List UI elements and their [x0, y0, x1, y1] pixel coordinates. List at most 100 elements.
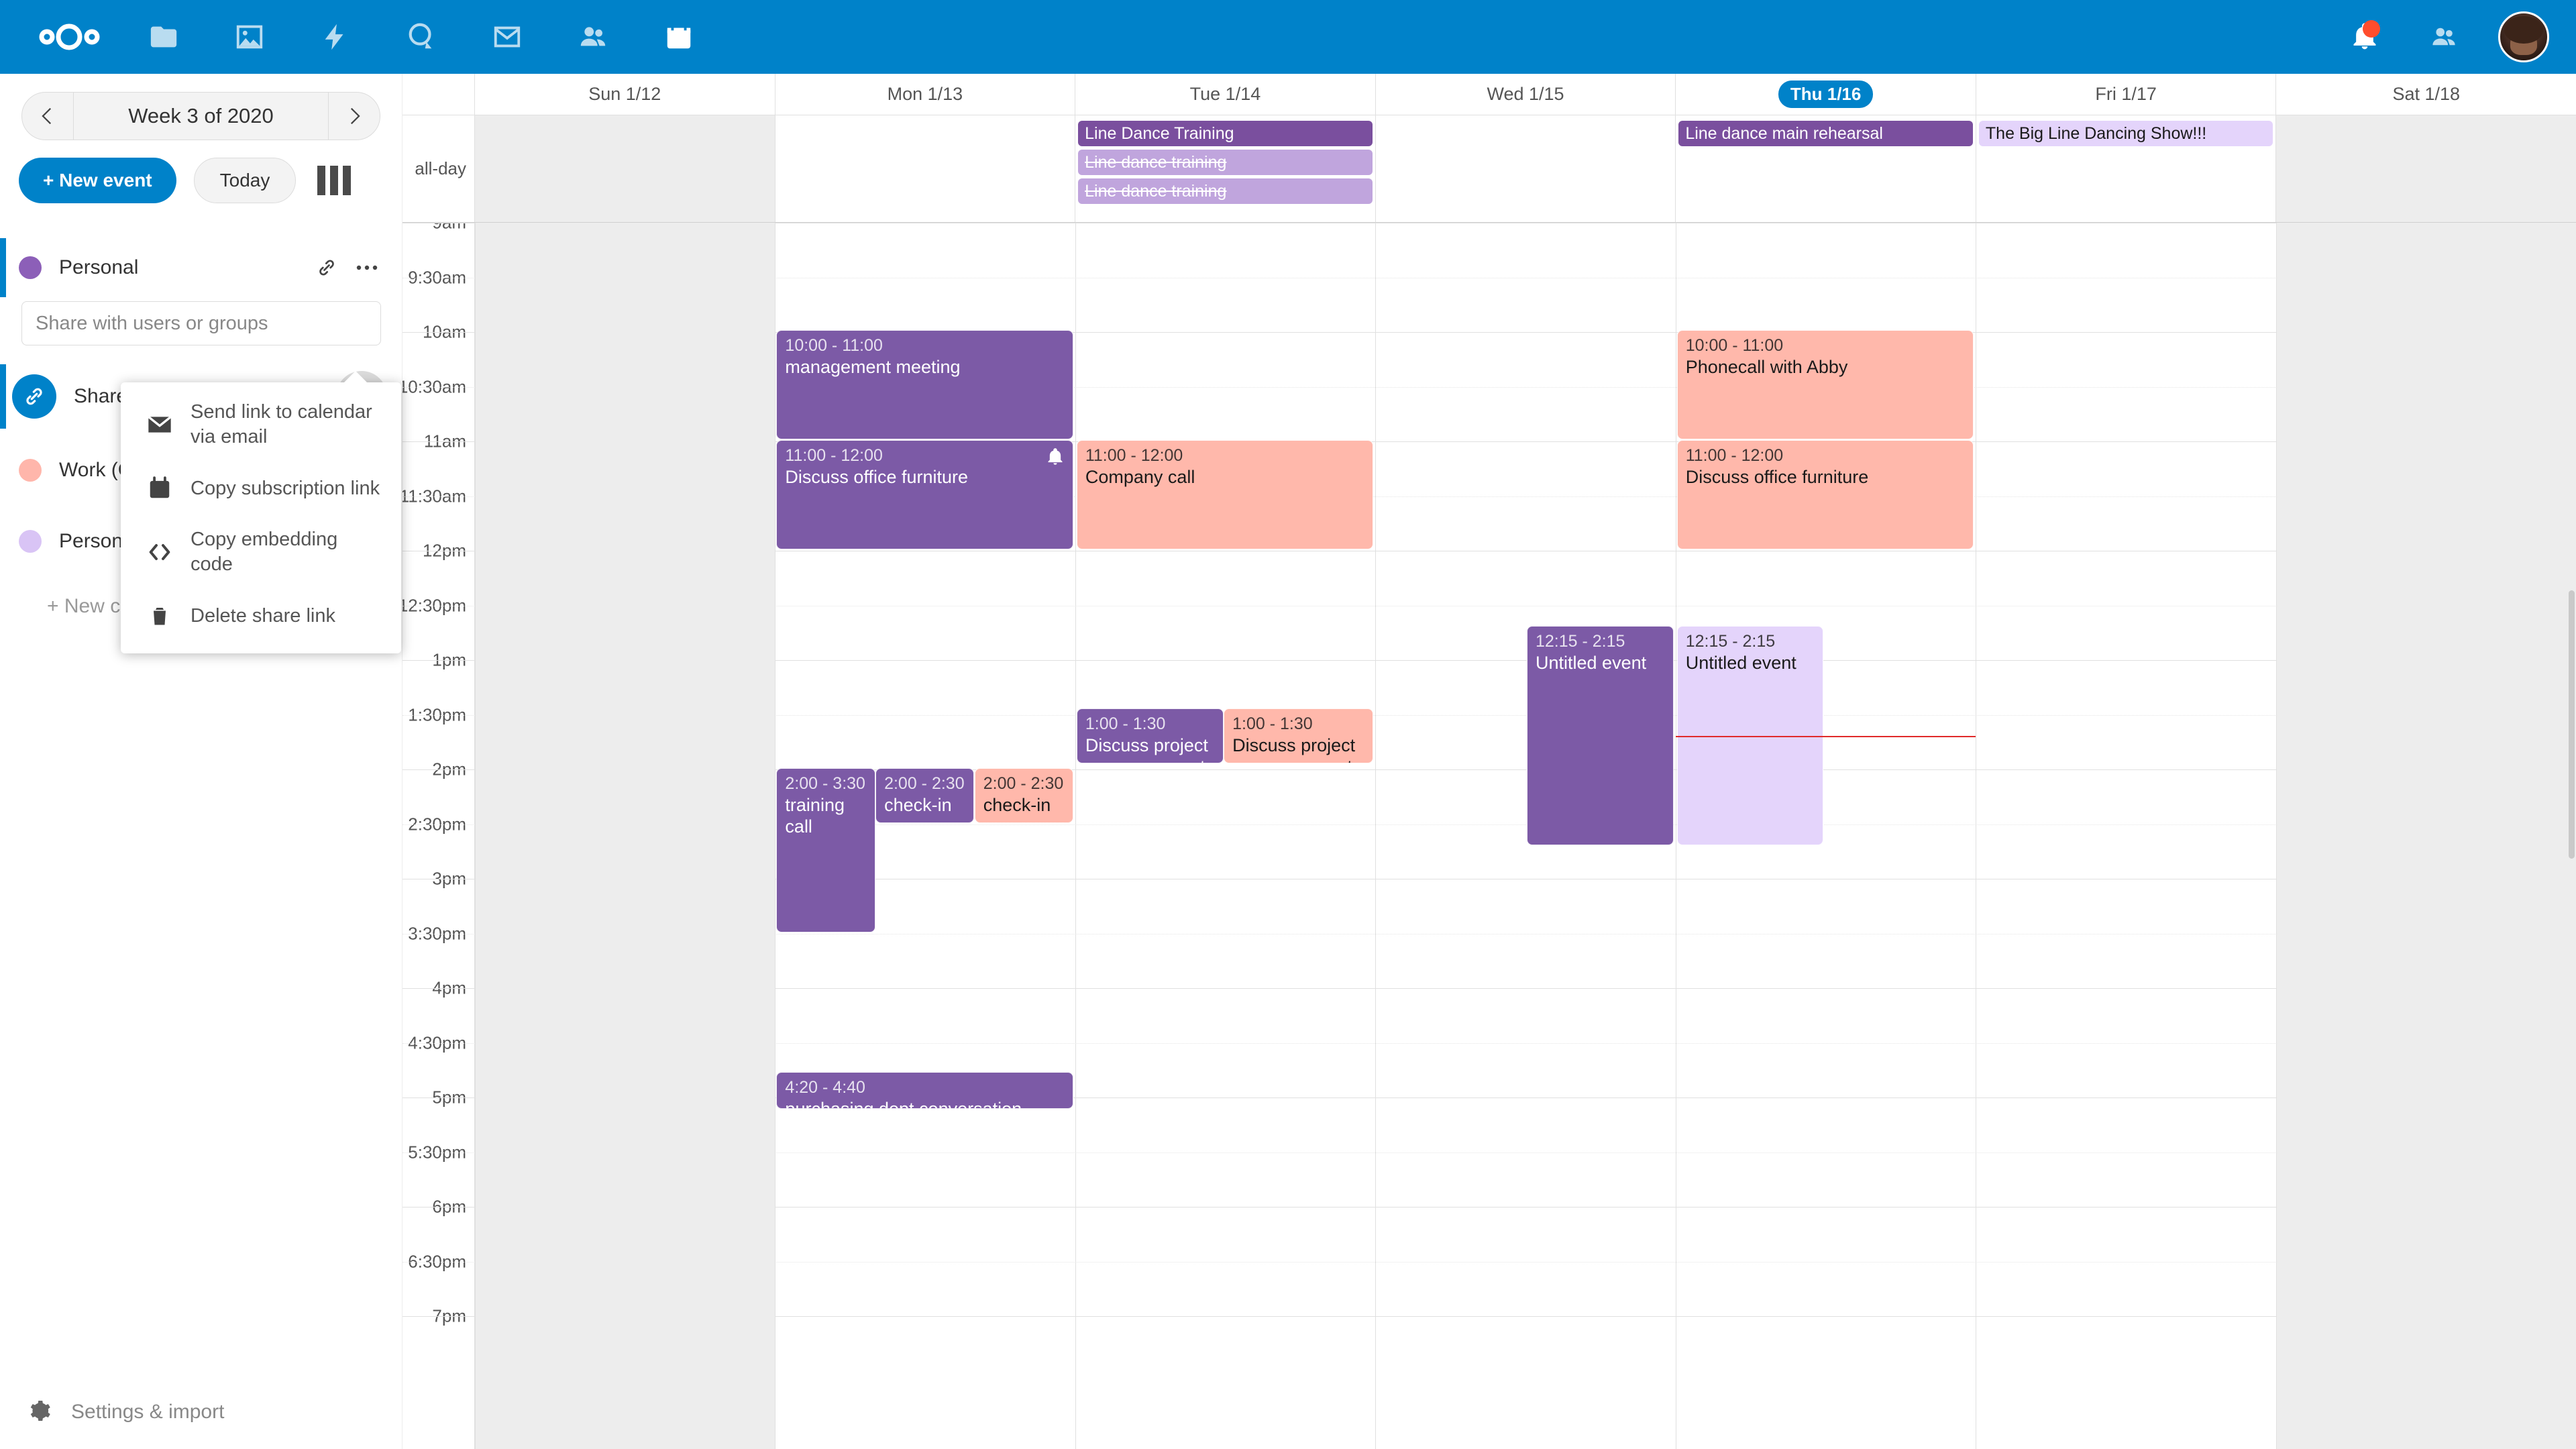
day-header-sat[interactable]: Sat 1/18 [2276, 74, 2576, 115]
time-label: 6:30pm [408, 1251, 466, 1271]
day-header-tue[interactable]: Tue 1/14 [1075, 74, 1376, 115]
menu-item-delete-share-link[interactable]: Delete share link [121, 586, 401, 645]
new-calendar-button[interactable]: + New c [47, 595, 121, 617]
user-avatar[interactable] [2498, 11, 2549, 62]
all-day-col-sun[interactable] [475, 115, 775, 222]
time-label: 2pm [432, 759, 466, 780]
new-event-button[interactable]: + New event [19, 158, 176, 203]
settings-and-import-button[interactable]: Settings & import [0, 1375, 402, 1449]
all-day-col-wed[interactable] [1376, 115, 1676, 222]
all-day-col-fri[interactable]: The Big Line Dancing Show!!! [1976, 115, 2277, 222]
day-label: Sat 1/18 [2392, 84, 2461, 104]
contacts-icon[interactable] [550, 0, 636, 74]
calendar-event[interactable]: 10:00 - 11:00 Phonecall with Abby [1676, 330, 1974, 439]
all-day-label: all-day [402, 115, 475, 222]
calendar-event[interactable]: 12:15 - 2:15 Untitled event [1527, 626, 1674, 845]
day-header-sun[interactable]: Sun 1/12 [475, 74, 775, 115]
day-header-wed[interactable]: Wed 1/15 [1376, 74, 1676, 115]
all-day-event[interactable]: Line Dance Training [1078, 121, 1373, 146]
date-navigation: Week 3 of 2020 [21, 92, 380, 140]
more-dots-icon[interactable] [347, 248, 387, 288]
day-label: Sun 1/12 [588, 84, 661, 104]
calendar-item-work[interactable]: Work (C [0, 441, 402, 500]
calendar-event[interactable]: 11:00 - 12:00 Discuss office furniture [1676, 440, 1974, 549]
event-time: 2:00 - 2:30 [884, 774, 965, 793]
day-header-fri[interactable]: Fri 1/17 [1976, 74, 2277, 115]
all-day-event[interactable]: Line dance training [1078, 150, 1373, 175]
day-column-sat[interactable] [2275, 223, 2576, 1449]
calendar-event[interactable]: 4:20 - 4:40 purchasing dept conversation [776, 1072, 1073, 1109]
menu-item-label: Copy embedding code [191, 529, 338, 576]
search-app-icon[interactable] [378, 0, 464, 74]
share-users-input[interactable] [21, 301, 381, 345]
day-header-mon[interactable]: Mon 1/13 [775, 74, 1076, 115]
all-day-event[interactable]: The Big Line Dancing Show!!! [1978, 121, 2273, 146]
calendar-icon[interactable] [636, 0, 722, 74]
photos-icon[interactable] [207, 0, 292, 74]
all-day-event[interactable]: Line dance main rehearsal [1678, 121, 1973, 146]
time-label: 1:30pm [408, 704, 466, 724]
day-column-tue[interactable] [1075, 223, 1375, 1449]
share-link-context-menu: Send link to calendar via email Copy sub… [121, 370, 401, 654]
grid-line [402, 1152, 2576, 1153]
alarm-bell-icon [1046, 447, 1065, 472]
all-day-col-sat[interactable] [2276, 115, 2576, 222]
nextcloud-logo[interactable] [0, 0, 121, 74]
calendar-event[interactable]: 2:00 - 2:30 check-in [875, 768, 975, 823]
link-icon [12, 374, 56, 419]
time-label: 4:30pm [408, 1032, 466, 1053]
time-grid-scroll[interactable]: 9am 9:30am 10am 10:30am 11am 11:30am 12pm 12:30… [402, 223, 2576, 1449]
time-label: 9:30am [408, 267, 466, 287]
all-day-col-tue[interactable]: Line Dance Training Line dance training … [1075, 115, 1376, 222]
today-button[interactable]: Today [193, 158, 297, 203]
day-label: Mon 1/13 [887, 84, 963, 104]
event-time: 10:00 - 11:00 [785, 336, 883, 355]
calendar-color-dot [19, 256, 42, 279]
all-day-col-mon[interactable] [775, 115, 1076, 222]
current-time-line [1675, 736, 1976, 737]
notification-badge [2363, 20, 2380, 38]
event-title: purchasing dept conversation [785, 1098, 1022, 1109]
all-day-col-thu[interactable]: Line dance main rehearsal [1676, 115, 1976, 222]
menu-item-copy-embedding-code[interactable]: Copy embedding code [121, 518, 401, 586]
day-label-today: Thu 1/16 [1778, 80, 1874, 108]
calendar-event[interactable]: 1:00 - 1:30 Discuss project announcement [1076, 708, 1224, 763]
day-column-fri[interactable] [1976, 223, 2275, 1449]
grid-line [402, 714, 2576, 716]
event-title: Discuss office furniture [785, 466, 969, 487]
calendar-event[interactable]: 2:00 - 3:30 training call [776, 768, 875, 932]
calendar-event[interactable]: 1:00 - 1:30 Discuss project announcement [1224, 708, 1374, 763]
day-column-sun[interactable] [475, 223, 775, 1449]
activity-icon[interactable] [292, 0, 378, 74]
event-time: 2:00 - 3:30 [785, 774, 865, 793]
day-header-row: Sun 1/12 Mon 1/13 Tue 1/14 Wed 1/15 Thu … [402, 74, 2576, 115]
mail-icon[interactable] [464, 0, 550, 74]
calendar-scrollbar[interactable] [2569, 590, 2575, 859]
prev-week-button[interactable] [22, 93, 73, 140]
menu-item-copy-subscription-link[interactable]: Copy subscription link [121, 459, 401, 518]
header-gutter [402, 74, 475, 115]
day-header-thu[interactable]: Thu 1/16 [1676, 74, 1976, 115]
event-time: 12:15 - 2:15 [1685, 632, 1776, 651]
calendar-event[interactable]: 11:00 - 12:00 Discuss office furniture [776, 440, 1073, 549]
contacts-menu-icon[interactable] [2404, 0, 2483, 74]
calendar-event[interactable]: 11:00 - 12:00 Company call [1076, 440, 1374, 549]
notifications-bell-icon[interactable] [2325, 0, 2404, 74]
week-title[interactable]: Week 3 of 2020 [73, 93, 329, 140]
menu-item-label: Copy subscription link [191, 477, 380, 499]
calendar-item-personal[interactable]: Personal [0, 238, 402, 297]
grid-line [402, 988, 2576, 989]
time-grid: 9am 9:30am 10am 10:30am 11am 11:30am 12pm 12:30… [402, 223, 2576, 1449]
event-title: training call [785, 794, 845, 837]
files-icon[interactable] [121, 0, 207, 74]
view-toggle-icon[interactable] [317, 166, 352, 195]
menu-item-label: Delete share link [191, 604, 335, 627]
next-week-button[interactable] [329, 93, 380, 140]
event-time: 1:00 - 1:30 [1232, 714, 1313, 733]
calendar-event[interactable]: 12:15 - 2:15 Untitled event [1676, 626, 1824, 845]
calendar-event[interactable]: 2:00 - 2:30 check-in [974, 768, 1073, 823]
calendar-event[interactable]: 10:00 - 11:00 management meeting [776, 330, 1073, 439]
link-icon[interactable] [307, 248, 347, 288]
menu-item-send-link-email[interactable]: Send link to calendar via email [121, 390, 401, 459]
all-day-event[interactable]: Line dance training [1078, 178, 1373, 204]
